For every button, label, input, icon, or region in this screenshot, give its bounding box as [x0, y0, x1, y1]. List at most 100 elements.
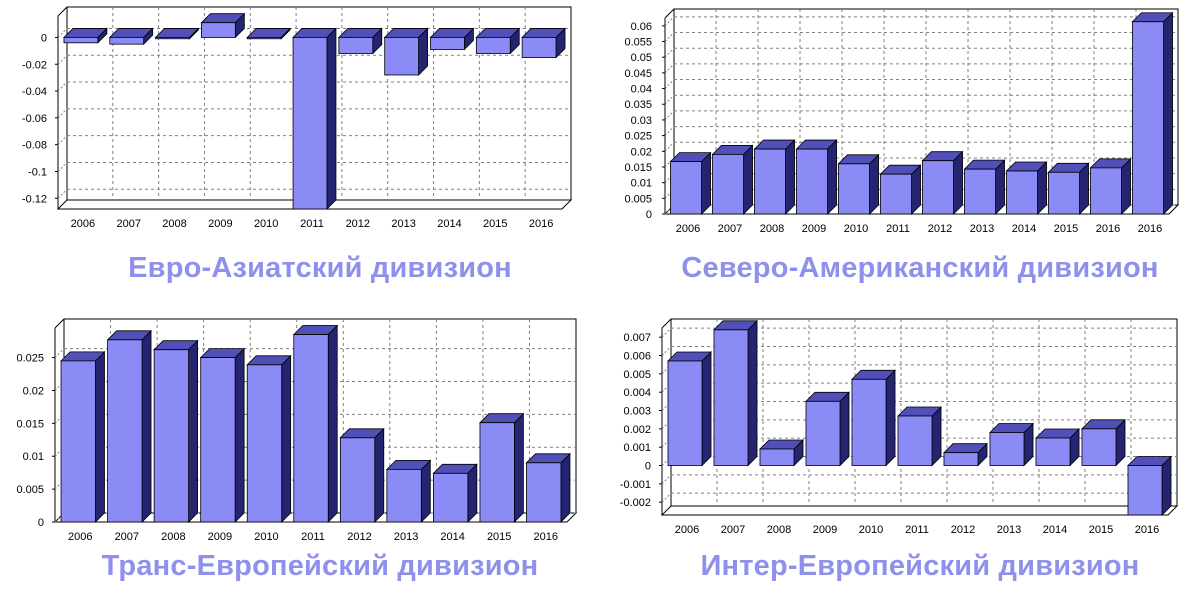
bar [713, 319, 758, 467]
y-tick-label: -0.08 [22, 140, 47, 152]
bar [429, 27, 475, 51]
y-tick-label: 0 [41, 32, 47, 44]
y-gridline-side [664, 94, 675, 105]
bar-front-face [63, 37, 99, 44]
x-tick-label: 2014 [440, 531, 464, 543]
bar-front-face [475, 37, 511, 54]
x-tick-label: 2013 [394, 531, 418, 543]
bar-side-face [188, 339, 198, 523]
bar-front-face [989, 432, 1025, 466]
y-gridline-side [661, 474, 672, 485]
x-tick-label: 2015 [487, 531, 511, 543]
bar-front-face [521, 37, 557, 58]
bar [1127, 455, 1172, 516]
bar [292, 27, 337, 210]
y-tick-label: -0.06 [22, 113, 47, 125]
bar-side-face [953, 150, 963, 215]
bar-front-face [713, 329, 749, 466]
bar-side-face [743, 144, 753, 215]
bar [669, 151, 712, 215]
bar-side-face [560, 452, 571, 523]
bar [154, 27, 200, 40]
bar-side-face [374, 427, 385, 523]
y-gridline-side [57, 54, 68, 65]
x-tick-label: 2016 [533, 531, 557, 543]
y-gridline-side [664, 16, 675, 27]
bar [339, 427, 385, 523]
bar-front-face [107, 339, 143, 523]
y-tick-label: 0.01 [631, 178, 652, 190]
bar-chart-north-american: 0 0.005 0.01 0.015 0.02 0.025 0.03 0.035 0.04 0.0… [624, 8, 1180, 235]
bar-front-face [153, 349, 189, 523]
y-tick-label: 0 [646, 209, 652, 221]
bar-side-face [701, 151, 711, 215]
y-tick-label: 0 [645, 461, 651, 473]
x-tick-label: 2007 [721, 524, 745, 536]
bar-front-face [838, 163, 870, 215]
x-tick-label: 2010 [859, 524, 883, 536]
y-tick-label: 0.035 [624, 99, 652, 111]
bar [62, 27, 108, 44]
bar-side-face [420, 459, 431, 523]
y-gridline-side [664, 63, 675, 74]
bar-front-face [1132, 21, 1164, 215]
y-gridline-side [664, 32, 675, 42]
y-tick-label: 0.04 [631, 84, 652, 96]
y-tick-label: 0.002 [623, 424, 651, 436]
bar [1089, 157, 1132, 215]
bar-side-face [827, 139, 837, 215]
y-tick-label: -0.002 [620, 497, 651, 509]
bar [432, 463, 478, 523]
bar-side-face [514, 412, 524, 523]
chart-title: Интер-Европейский дивизион [700, 550, 1140, 582]
y-gridline-side [57, 108, 68, 119]
bar-front-face [805, 400, 841, 466]
bar-front-face [1127, 465, 1163, 516]
bar [246, 354, 292, 523]
x-tick-label: 2016 [1096, 223, 1120, 235]
y-gridline-side [664, 141, 675, 152]
bar-side-face [95, 350, 105, 523]
x-tick-label: 2011 [301, 531, 325, 543]
y-tick-label: 0.025 [624, 131, 652, 143]
bar [921, 150, 964, 215]
y-tick-label: 0.01 [23, 451, 44, 463]
bar [1047, 162, 1090, 215]
x-tick-label: 2010 [254, 218, 278, 230]
bar-side-face [1163, 11, 1173, 215]
bar-side-face [701, 351, 712, 467]
bar [963, 159, 1006, 215]
y-tick-label: -0.12 [22, 193, 47, 205]
plot-top-edge [54, 318, 65, 329]
bar-front-face [155, 37, 190, 40]
bar-front-face [1035, 437, 1071, 466]
y-tick-label: 0.025 [16, 353, 44, 365]
x-tick-label: 2009 [208, 218, 232, 230]
bar-front-face [897, 415, 933, 466]
bar-front-face [880, 173, 912, 215]
y-gridline-side [661, 327, 672, 338]
bar [1035, 428, 1080, 467]
y-tick-label: -0.04 [22, 86, 47, 98]
x-tick-label: 2006 [71, 218, 95, 230]
bar [337, 27, 383, 55]
y-tick-label: 0.055 [624, 37, 652, 49]
bar-front-face [670, 161, 702, 215]
y-gridline-side [57, 135, 68, 146]
x-tick-label: 2010 [844, 223, 868, 235]
chart-title: Транс-Европейский дивизион [101, 550, 539, 582]
y-tick-label: 0.045 [624, 68, 652, 80]
y-tick-label: 0.02 [631, 146, 652, 158]
y-gridline-side [57, 188, 68, 199]
chart-title: Северо-Американский дивизион [681, 252, 1159, 284]
bar [60, 350, 106, 523]
bar-front-face [433, 472, 469, 523]
bar [759, 439, 804, 467]
y-tick-label: 0.05 [631, 52, 652, 64]
x-tick-label: 2013 [997, 524, 1021, 536]
bar [292, 324, 339, 523]
bar-side-face [1161, 455, 1172, 516]
bar-side-face [327, 324, 338, 523]
y-tick-label: 0.007 [623, 332, 651, 344]
bar-front-face [109, 37, 145, 45]
